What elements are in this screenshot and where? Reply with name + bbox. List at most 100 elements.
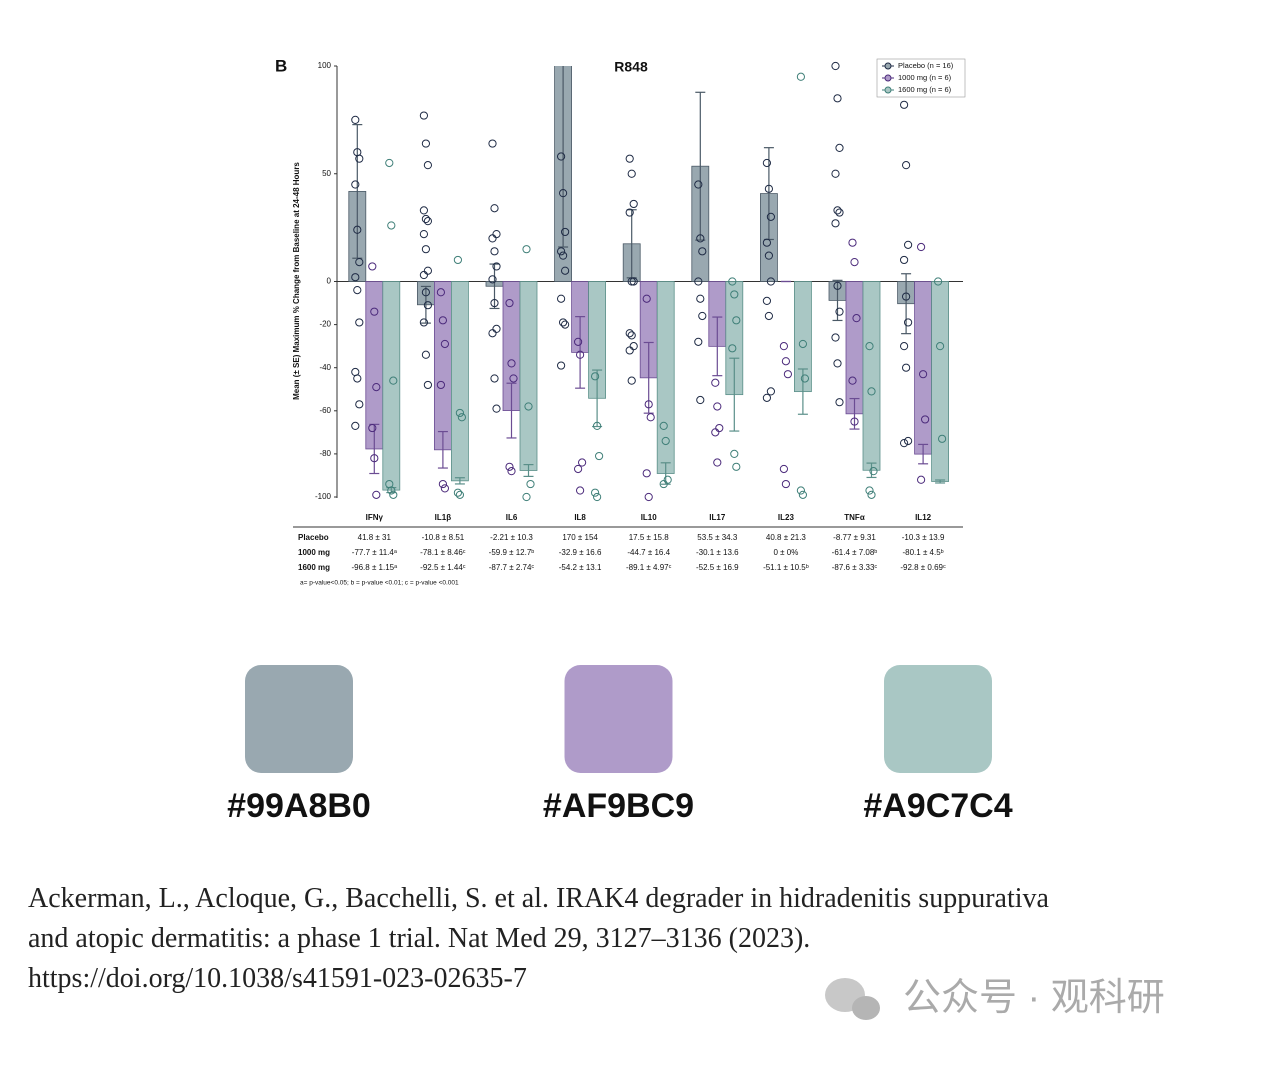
data-point	[351, 180, 360, 189]
table-cell: 170 ± 154	[562, 533, 598, 542]
data-point	[488, 329, 497, 338]
error-bar	[832, 279, 843, 322]
data-point	[488, 139, 497, 148]
data-point	[902, 292, 911, 301]
error-bar	[849, 397, 860, 430]
legend-marker	[884, 74, 892, 82]
data-point	[507, 467, 516, 476]
data-point	[831, 219, 840, 228]
y-tick-label: 100	[318, 61, 332, 70]
data-point	[934, 277, 943, 286]
table-footnote: a= p-value<0.05; b = p-value <0.01; c = …	[300, 580, 459, 587]
data-point	[833, 359, 842, 368]
y-tick-label: -100	[315, 492, 332, 501]
data-point	[593, 492, 602, 502]
table-cell: -77.7 ± 11.4ᵃ	[352, 548, 398, 557]
data-point	[438, 316, 447, 325]
y-tick-label: 50	[322, 169, 331, 178]
data-point	[698, 311, 707, 321]
data-point	[835, 143, 844, 152]
data-point	[372, 490, 381, 499]
data-point	[865, 486, 874, 495]
table-cell: -44.7 ± 16.4	[627, 548, 670, 557]
data-point	[661, 436, 670, 446]
data-point	[796, 72, 806, 81]
data-point	[576, 350, 585, 359]
table-row-label: 1600 mg	[298, 563, 330, 572]
data-point	[783, 370, 793, 379]
table-cell: 40.8 ± 21.3	[766, 533, 807, 542]
data-point	[919, 370, 928, 379]
data-point	[848, 238, 857, 247]
data-point	[764, 184, 774, 193]
color-swatch	[564, 665, 673, 773]
color-swatch	[884, 665, 992, 773]
data-point	[833, 94, 842, 103]
data-point	[730, 449, 739, 458]
color-code: #99A8B0	[227, 787, 371, 825]
data-point	[917, 242, 926, 252]
data-point	[642, 294, 651, 303]
data-point	[642, 469, 651, 478]
table-cell: -78.1 ± 8.46ᶜ	[420, 548, 466, 557]
table-cell: -52.5 ± 16.9	[696, 563, 739, 572]
data-point	[574, 464, 583, 474]
data-point	[561, 266, 570, 275]
data-point	[351, 421, 360, 430]
table-cell: 0 ± 0%	[773, 548, 798, 557]
data-point	[766, 387, 776, 396]
x-tick-label: IL17	[709, 513, 726, 522]
data-point	[900, 342, 909, 351]
data-point	[488, 234, 497, 243]
data-point	[387, 221, 396, 230]
data-point	[732, 316, 741, 325]
data-point	[627, 376, 636, 385]
data-point	[457, 413, 466, 422]
data-point	[644, 492, 653, 502]
x-tick-label: IL6	[506, 513, 518, 522]
data-point	[835, 307, 844, 316]
data-point	[835, 398, 844, 407]
table-row-label: 1000 mg	[298, 548, 330, 557]
data-point	[561, 320, 570, 329]
data-point	[766, 212, 776, 221]
data-point	[732, 462, 741, 471]
data-point	[625, 154, 634, 163]
error-bar	[866, 462, 877, 479]
bar	[845, 281, 864, 415]
legend-label: Placebo (n = 16)	[898, 61, 954, 70]
data-point	[646, 413, 655, 422]
data-point	[526, 479, 535, 489]
data-point	[713, 402, 722, 411]
data-point	[902, 161, 911, 170]
data-point	[389, 490, 398, 499]
data-point	[696, 395, 705, 405]
data-point	[796, 486, 806, 495]
data-point	[368, 423, 377, 433]
data-point	[453, 255, 462, 265]
data-point	[561, 227, 570, 237]
watermark-icon	[852, 996, 880, 1020]
data-point	[455, 490, 464, 499]
table-cell: 17.5 ± 15.8	[629, 533, 670, 542]
data-point	[423, 161, 432, 170]
data-point	[423, 217, 432, 226]
error-bar	[454, 477, 465, 485]
x-tick-label: IFNγ	[366, 513, 384, 522]
data-point	[557, 294, 566, 303]
table-cell: -10.3 ± 13.9	[902, 533, 945, 542]
data-point	[798, 490, 808, 499]
data-point	[711, 378, 720, 387]
data-point	[387, 486, 396, 495]
x-tick-label: TNFα	[844, 513, 865, 522]
data-point	[423, 380, 432, 390]
data-point	[370, 454, 379, 463]
data-point	[921, 415, 930, 424]
data-point	[438, 479, 447, 489]
data-point	[509, 374, 518, 383]
data-point	[715, 423, 724, 433]
data-point	[419, 229, 428, 239]
table-cell: 41.8 ± 31	[358, 533, 392, 542]
legend-label: 1600 mg (n = 6)	[898, 85, 952, 94]
data-point	[900, 100, 909, 109]
